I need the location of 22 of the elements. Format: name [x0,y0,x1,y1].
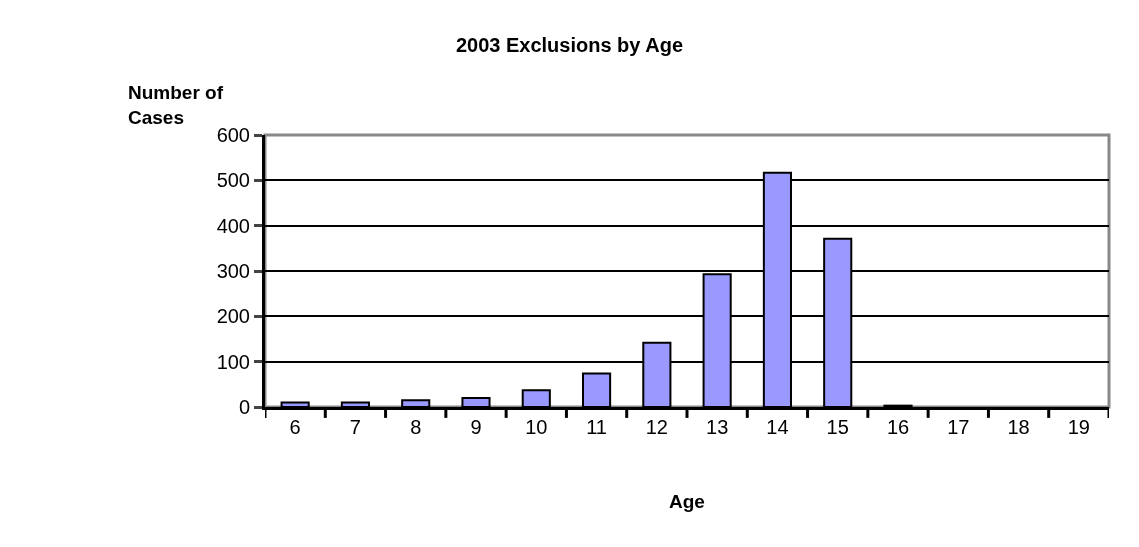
chart-title: 2003 Exclusions by Age [455,34,684,57]
x-tick-label: 7 [349,416,361,438]
x-tick-label: 15 [826,416,849,438]
x-tick-label: 16 [886,416,910,438]
x-tick-label: 10 [525,416,548,438]
x-tick-label: 13 [706,416,729,438]
x-tick-label: 17 [947,416,970,438]
x-axis-title: Age [669,491,705,512]
x-tick-label: 12 [645,416,668,438]
x-tick-label: 9 [470,416,482,438]
y-tick-label: 500 [216,169,250,192]
y-tick-label: 300 [216,260,250,282]
y-tick-label: 0 [238,396,250,418]
x-tick-label: 19 [1067,416,1090,438]
y-tick-label: 100 [216,350,250,373]
x-tick-label: 11 [586,416,607,438]
x-tick-label: 18 [1007,416,1030,438]
x-tick-label: 14 [766,416,789,438]
y-tick-label: 200 [216,305,250,328]
x-tick-label: 6 [289,416,301,438]
y-tick-label: 400 [216,214,250,237]
x-tick-label: 8 [410,416,422,438]
